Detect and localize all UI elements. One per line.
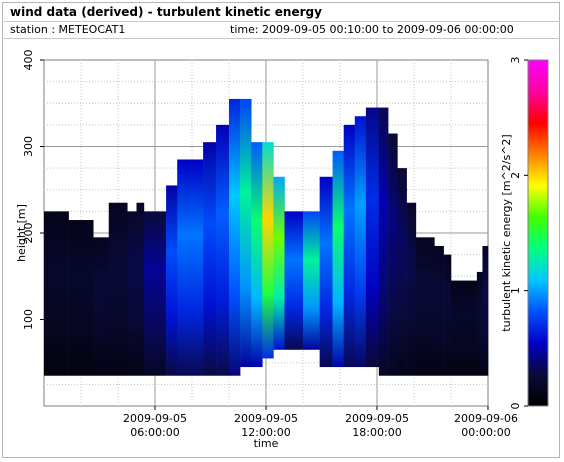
colorbar-ticks: 0 1 2 3 xyxy=(509,57,528,410)
heatmap-column xyxy=(319,176,333,368)
heatmap-column xyxy=(251,142,263,368)
heatmap-column xyxy=(332,150,344,368)
axes: 1002003004002009-09-0506:00:002009-09-05… xyxy=(22,50,518,440)
heatmap-column xyxy=(476,271,483,376)
chart-title: wind data (derived) - turbulent kinetic … xyxy=(10,5,322,19)
heatmap-column xyxy=(262,142,274,359)
heatmap-column xyxy=(365,107,380,368)
heatmap-column xyxy=(44,211,69,376)
x-tick-label-time: 12:00:00 xyxy=(241,426,290,439)
heatmap-column xyxy=(434,245,444,376)
time-range-label: time: 2009-09-05 00:10:00 to 2009-09-06 … xyxy=(230,23,514,36)
heatmap-column xyxy=(229,98,241,376)
y-tick-label: 300 xyxy=(22,136,35,157)
heatmap-column xyxy=(203,142,217,376)
x-tick-label-date: 2009-09-05 xyxy=(234,412,298,425)
heatmap-column xyxy=(482,245,489,376)
heatmap-column xyxy=(406,202,417,376)
heatmap-column xyxy=(93,237,110,376)
heatmap-column xyxy=(284,211,304,350)
colorbar xyxy=(527,59,549,407)
colorbar-tick-label: 3 xyxy=(509,57,522,64)
heatmap-column xyxy=(240,98,252,368)
heatmap-column xyxy=(127,211,137,376)
heatmap-column xyxy=(388,133,398,376)
station-label: station : METEOCAT1 xyxy=(10,23,126,36)
info-bar: station : METEOCAT1 time: 2009-09-05 00:… xyxy=(4,22,560,39)
y-tick-label: 400 xyxy=(22,50,35,71)
colorbar-tick-label: 1 xyxy=(509,287,522,294)
y-tick-label: 100 xyxy=(22,309,35,330)
heatmap-column xyxy=(397,168,407,376)
x-tick-label-date: 2009-09-05 xyxy=(123,412,187,425)
heatmap-column xyxy=(188,159,204,376)
y-axis-label: height [m] xyxy=(15,204,28,262)
heatmap-column xyxy=(458,280,478,376)
heatmap-column xyxy=(136,202,145,376)
y-tick-label: 200 xyxy=(22,223,35,244)
heatmap-column xyxy=(443,254,452,376)
x-tick-label-time: 18:00:00 xyxy=(352,426,401,439)
x-tick-label-date: 2009-09-06 xyxy=(454,412,518,425)
heatmap-column xyxy=(166,185,178,376)
title-bar: wind data (derived) - turbulent kinetic … xyxy=(4,4,560,22)
colorbar-tick-label: 2 xyxy=(509,172,522,179)
heatmap-column xyxy=(177,159,189,376)
colorbar-label: turbulent kinetic energy [m^2/s^2] xyxy=(500,134,513,331)
heatmap-column xyxy=(415,237,435,376)
heatmap-column xyxy=(303,211,320,350)
heatmap-column xyxy=(273,176,285,350)
heatmap-column xyxy=(451,280,459,376)
heatmap-column xyxy=(343,124,356,368)
x-tick-label-date: 2009-09-05 xyxy=(345,412,409,425)
x-tick-label-time: 06:00:00 xyxy=(130,426,179,439)
heatmap-column xyxy=(216,124,230,376)
heatmap-column xyxy=(143,211,167,376)
heatmap-column xyxy=(378,107,389,376)
heatmap-column xyxy=(108,202,128,376)
heatmap-column xyxy=(354,116,367,368)
heatmap-cells xyxy=(44,98,489,376)
colorbar-tick-label: 0 xyxy=(509,403,522,410)
heatmap-column xyxy=(68,220,94,376)
x-axis-label: time xyxy=(254,437,279,450)
x-tick-label-time: 00:00:00 xyxy=(461,426,510,439)
